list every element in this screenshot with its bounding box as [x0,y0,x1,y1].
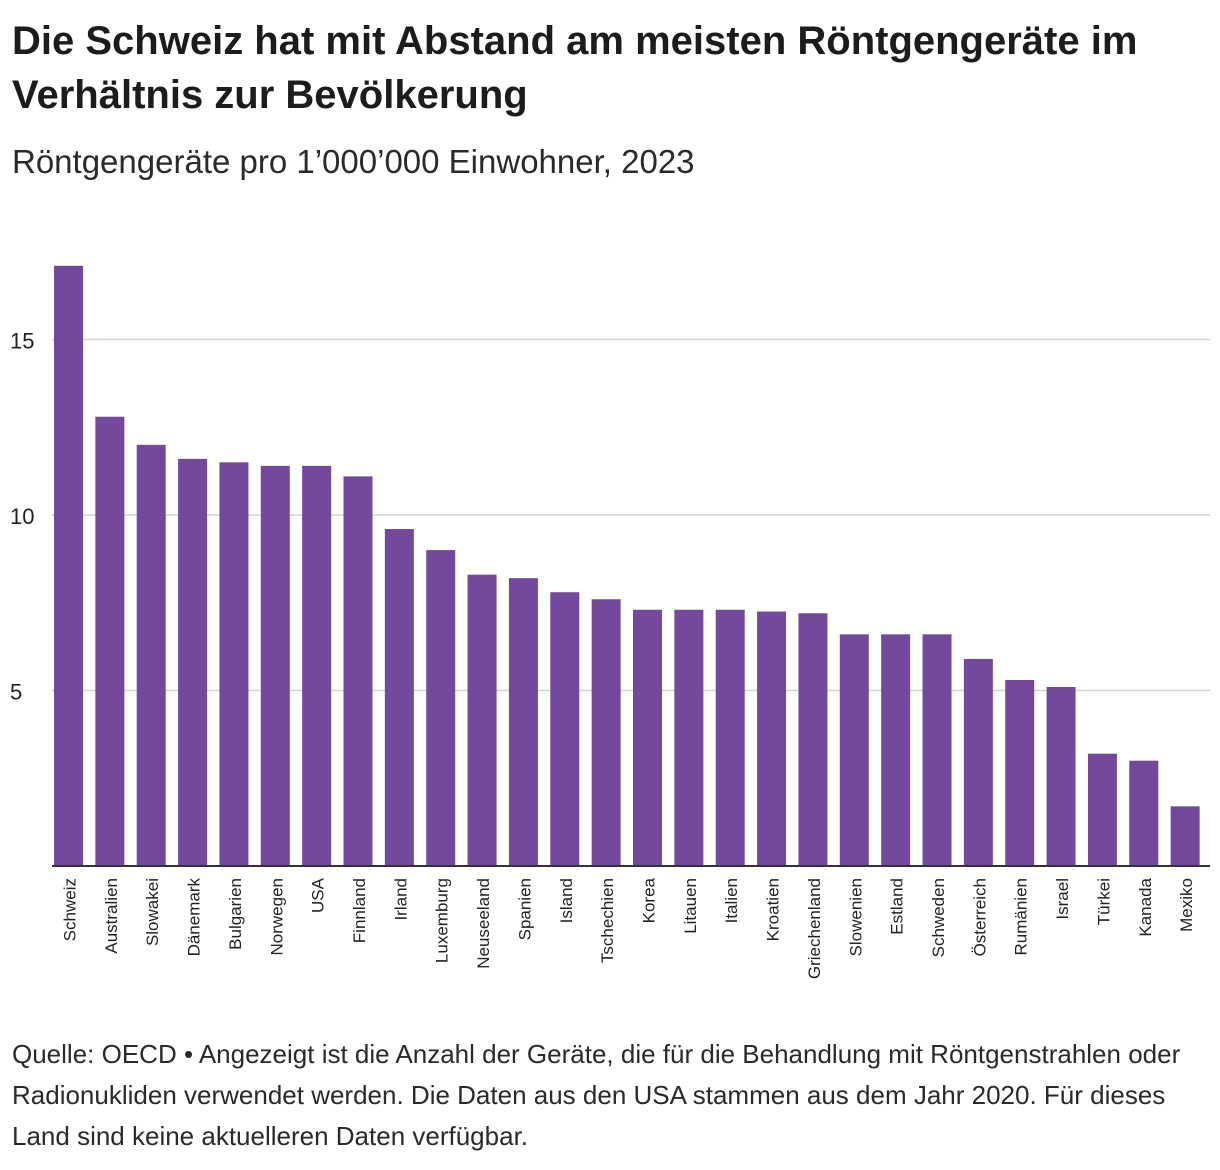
x-tick-label: Korea [640,877,659,923]
bar [633,609,662,866]
x-tick-label: Bulgarien [226,878,245,950]
bar [508,578,538,866]
x-tick-label: Österreich [970,878,989,956]
bar [136,444,166,866]
x-tick-label: Italien [722,878,741,923]
bar [467,574,497,866]
x-tick-label: USA [309,877,328,913]
bar [798,613,828,866]
bar [343,476,373,866]
bar [384,529,414,866]
x-tick-label: Schweden [929,878,948,957]
x-tick-label: Irland [391,878,410,921]
chart-title: Die Schweiz hat mit Abstand am meisten R… [12,19,1138,117]
bar [95,416,125,866]
y-tick-label: 15 [10,329,34,354]
x-tick-label: Estland [888,878,907,935]
bar [1046,686,1076,866]
x-tick-label: Neuseeland [474,878,493,969]
bar [757,611,787,866]
x-tick-label: Slowakei [143,878,162,946]
x-tick-label: Tschechien [598,878,617,963]
x-axis-labels: Schweiz Australien Slowakei Dänemark Bulgari… [61,877,1197,979]
bar [715,609,745,866]
bar [1129,760,1159,866]
x-tick-label: Dänemark [185,878,204,957]
bar [550,592,580,866]
bar [1170,806,1200,866]
bar [219,462,249,866]
bar [302,465,332,866]
bar [839,634,869,866]
x-tick-label: Griechenland [805,878,824,979]
y-tick-label: 5 [10,680,22,705]
x-tick-label: Schweiz [61,878,80,941]
y-tick-label: 10 [10,504,34,529]
bar [1087,753,1117,866]
x-tick-label: Litauen [681,878,700,934]
x-tick-label: Australien [102,878,121,954]
bar [674,609,704,866]
chart-subtitle: Röntgengeräte pro 1’000’000 Einwohner, 2… [12,143,695,180]
bar [426,550,456,866]
x-tick-label: Slowenien [846,878,865,956]
bar [1005,679,1035,866]
bar [178,458,208,866]
x-tick-label: Türkei [1094,878,1113,925]
x-tick-label: Norwegen [267,878,286,956]
x-tick-label: Israel [1053,878,1072,920]
x-tick-label: Kanada [1136,877,1155,936]
x-tick-label: Spanien [515,878,534,940]
x-tick-label: Mexiko [1177,878,1196,932]
bar [963,658,993,866]
y-axis-ticks: 5 10 15 [10,329,34,705]
bar [922,634,952,866]
x-tick-label: Luxemburg [433,878,452,963]
x-tick-label: Finnland [350,878,369,943]
x-tick-label: Island [557,878,576,923]
bar-chart: 5 10 15 Schweiz Australien Slowakei Dänemark B… [10,265,1210,979]
bar [591,599,621,866]
bars [54,265,1200,866]
bar [881,634,911,866]
source-note: Quelle: OECD • Angezeigt ist die Anzahl … [12,1039,1181,1151]
bar [260,465,290,866]
bar [54,265,83,866]
x-tick-label: Rumänien [1012,878,1031,956]
x-tick-label: Kroatien [764,878,783,941]
